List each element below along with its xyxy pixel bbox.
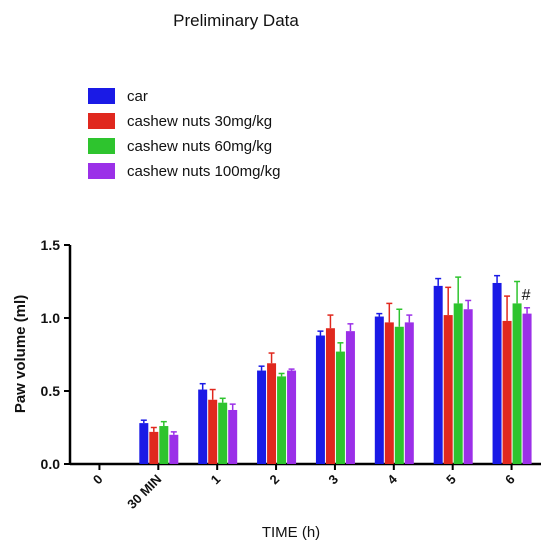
bar [149, 431, 159, 464]
x-axis-label: TIME (h) [262, 524, 320, 541]
x-tick-label: 30 MIN [124, 472, 164, 512]
chart-title: Preliminary Data [173, 11, 299, 30]
y-tick-label: 0.5 [41, 383, 61, 399]
bar [208, 399, 218, 464]
bar [159, 426, 169, 464]
x-tick-label: 6 [502, 472, 518, 488]
bar [502, 320, 512, 464]
bar [218, 402, 228, 464]
bar [325, 328, 335, 464]
legend-label: cashew nuts 30mg/kg [127, 113, 272, 130]
y-tick-label: 1.0 [41, 310, 61, 326]
x-tick-label: 5 [443, 472, 459, 488]
bar [453, 303, 463, 464]
bar [139, 423, 149, 464]
bar [287, 370, 297, 464]
legend-swatch [88, 88, 115, 104]
x-tick-label: 4 [384, 471, 400, 487]
bar [267, 363, 277, 464]
bar [315, 335, 325, 464]
legend-swatch [88, 138, 115, 154]
x-tick-label: 1 [208, 472, 224, 488]
bar [169, 434, 179, 464]
x-tick-label: 2 [266, 472, 282, 488]
legend-label: cashew nuts 100mg/kg [127, 163, 280, 180]
bar [522, 313, 532, 464]
bars: # [139, 274, 532, 464]
legend-label: cashew nuts 60mg/kg [127, 138, 272, 155]
y-axis-label: Paw volume (ml) [12, 295, 29, 413]
bar [443, 315, 453, 464]
x-tick-label: 3 [325, 472, 341, 488]
bar [404, 322, 414, 464]
legend-label: car [127, 88, 148, 105]
x-tick-label: 0 [90, 472, 106, 488]
bar [335, 351, 345, 464]
bar [257, 370, 267, 464]
bar [277, 376, 287, 464]
bar [228, 409, 238, 464]
bar [463, 309, 473, 464]
bar [374, 316, 384, 464]
bar [433, 285, 443, 464]
bar [345, 331, 355, 464]
annotation: # [522, 287, 531, 304]
bar [394, 326, 404, 464]
bar [384, 322, 394, 464]
y-tick-label: 1.5 [41, 237, 61, 253]
bar [198, 389, 208, 464]
bar [492, 282, 502, 464]
bar [512, 303, 522, 464]
legend-swatch [88, 113, 115, 129]
legend: car cashew nuts 30mg/kg cashew nuts 60mg/k… [88, 88, 280, 180]
legend-swatch [88, 163, 115, 179]
y-tick-label: 0.0 [41, 456, 61, 472]
